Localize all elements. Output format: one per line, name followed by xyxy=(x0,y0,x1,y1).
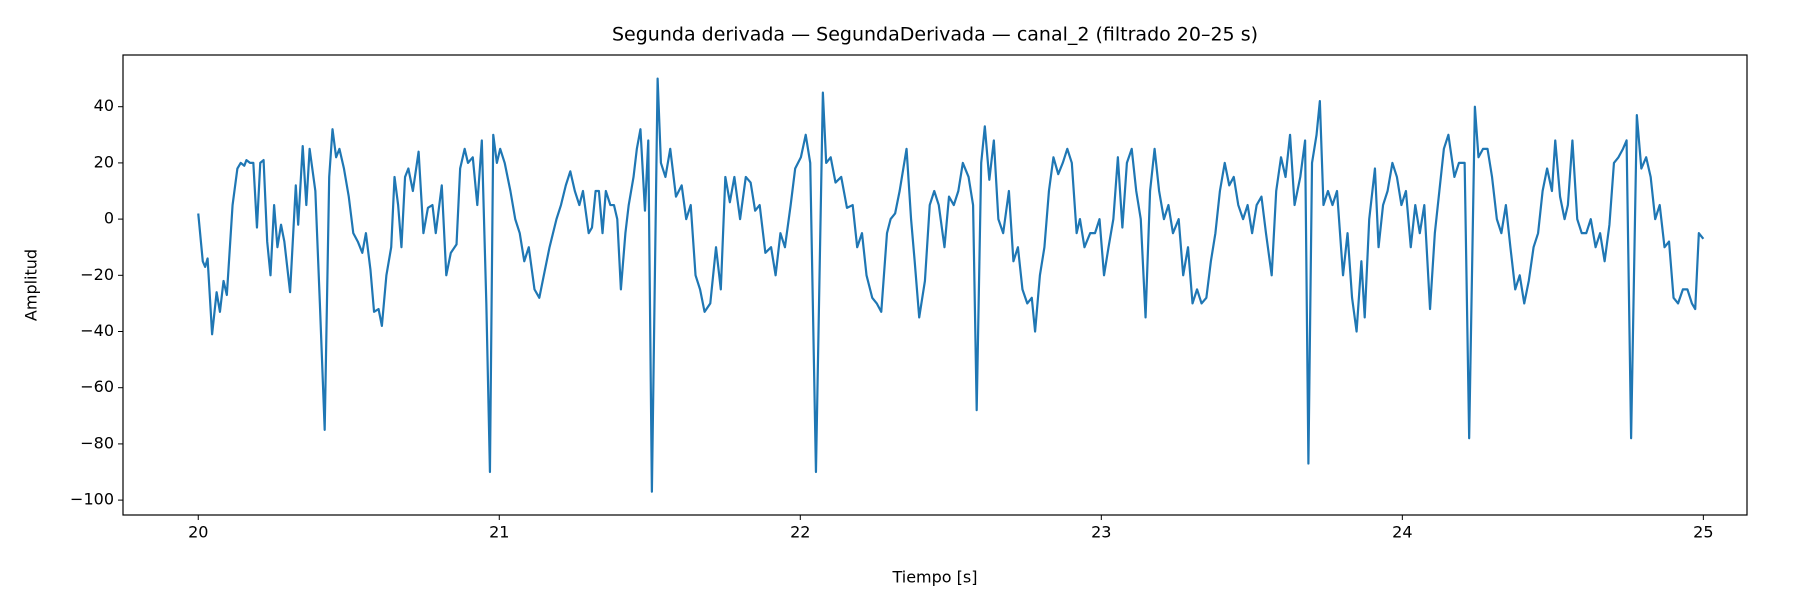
y-axis-label: Amplitud xyxy=(22,249,41,321)
y-tick-label: −20 xyxy=(80,265,114,284)
x-axis-label: Tiempo [s] xyxy=(891,568,977,587)
y-tick-label: −80 xyxy=(80,433,114,452)
y-tick-label: −40 xyxy=(80,321,114,340)
x-tick-label: 24 xyxy=(1392,523,1412,542)
x-tick-label: 21 xyxy=(489,523,509,542)
x-tick-label: 20 xyxy=(188,523,208,542)
y-tick-label: 40 xyxy=(94,96,114,115)
x-tick-label: 23 xyxy=(1091,523,1111,542)
y-tick-label: −60 xyxy=(80,377,114,396)
plot-frame xyxy=(122,54,1748,516)
y-tick-label: −100 xyxy=(70,490,114,509)
x-tick-label: 25 xyxy=(1693,523,1713,542)
x-tick-label: 22 xyxy=(790,523,810,542)
chart-title: Segunda derivada — SegundaDerivada — can… xyxy=(612,24,1258,46)
data-line xyxy=(197,77,1705,493)
y-tick-label: 0 xyxy=(104,209,114,228)
y-tick-label: 20 xyxy=(94,152,114,171)
